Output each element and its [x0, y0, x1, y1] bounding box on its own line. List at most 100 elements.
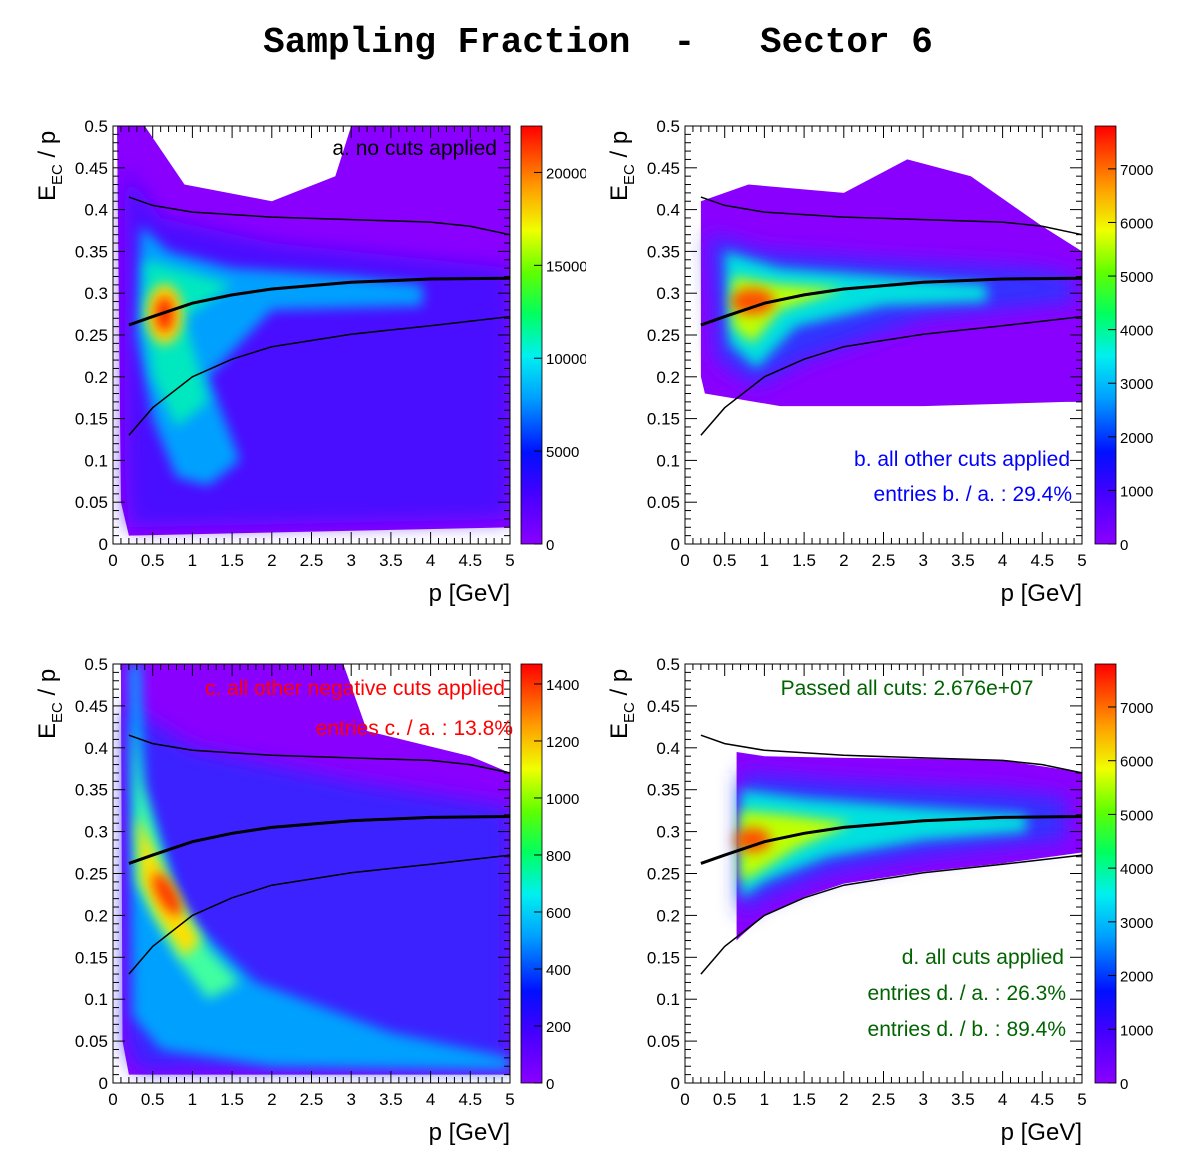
y-tick-label: 0.05 [647, 1032, 680, 1051]
y-tick-label: 0.4 [84, 201, 108, 220]
y-tick-label: 0.2 [656, 906, 680, 925]
y-tick-label: 0.45 [75, 159, 108, 178]
y-axis-label: EEC / p [606, 131, 638, 201]
density-region [740, 810, 852, 882]
x-tick-label: 4 [426, 551, 435, 570]
panel-annotation: entries c. / a. : 13.8% [316, 717, 513, 740]
color-scale-bar [1095, 664, 1116, 1083]
x-tick-label: 0 [108, 551, 117, 570]
x-tick-label: 1 [188, 551, 197, 570]
y-tick-label: 0.25 [647, 865, 680, 884]
y-axis-label-main: E [606, 723, 633, 739]
panel-annotation: a. no cuts applied [332, 137, 497, 160]
panel-annotation: entries d. / b. : 89.4% [868, 1018, 1066, 1041]
x-tick-label: 0.5 [141, 1090, 165, 1109]
x-tick-label: 0.5 [713, 1090, 737, 1109]
x-tick-label: 5 [1077, 551, 1086, 570]
x-axis-label: p [GeV] [429, 1119, 510, 1146]
z-tick-label: 20000 [546, 165, 588, 182]
y-axis-label-tail: / p [606, 131, 633, 164]
panel-annotation: Passed all cuts: 2.676e+07 [781, 677, 1034, 700]
x-tick-label: 2.5 [300, 551, 324, 570]
x-tick-label: 4.5 [1030, 1090, 1054, 1109]
x-tick-label: 5 [505, 551, 514, 570]
x-tick-label: 1 [760, 551, 769, 570]
y-tick-label: 0.5 [656, 655, 680, 674]
color-scale-bar [1095, 126, 1116, 544]
density-region [740, 789, 1027, 899]
z-tick-label: 4000 [1120, 861, 1153, 878]
color-scale-labels: 0 200 400 600 800 1000 1200 1400 [546, 677, 579, 1093]
z-tick-label: 1000 [1120, 483, 1153, 500]
x-tick-label: 1 [188, 1090, 197, 1109]
z-tick-label: 0 [546, 537, 554, 554]
y-axis-label-main: E [34, 185, 61, 201]
y-tick-label: 0.2 [84, 368, 108, 387]
lower-cut-curve [700, 315, 1083, 436]
x-axis-label: p [GeV] [1001, 580, 1082, 607]
z-tick-label: 800 [546, 848, 571, 865]
y-tick-label: 0.45 [75, 697, 108, 716]
y-tick-label: 0.1 [84, 451, 108, 470]
y-tick-label: 0.5 [656, 117, 680, 136]
y-tick-label: 0 [671, 1074, 680, 1093]
color-scale-labels: 0 5000 10000 15000 20000 [546, 165, 588, 554]
z-tick-label: 15000 [546, 258, 588, 275]
y-tick-label: 0.3 [656, 284, 680, 303]
density-layer [120, 664, 510, 1075]
x-tick-label: 3 [346, 551, 355, 570]
x-tick-label: 1.5 [792, 551, 816, 570]
y-tick-label: 0.5 [84, 117, 108, 136]
x-tick-label: 4.5 [1030, 551, 1054, 570]
x-tick-label: 3.5 [951, 1090, 975, 1109]
x-tick-label: 4 [998, 1090, 1007, 1109]
z-tick-label: 2000 [1120, 969, 1153, 986]
y-tick-label: 0.15 [647, 948, 680, 967]
z-tick-label: 4000 [1120, 323, 1153, 340]
density-layer [734, 752, 1082, 941]
lower-cut-curve [128, 315, 511, 436]
x-tick-label: 4.5 [458, 1090, 482, 1109]
y-tick-label: 0.2 [84, 906, 108, 925]
y-axis-label-sub: EC [621, 164, 638, 185]
y-tick-label: 0.1 [656, 990, 680, 1009]
panel-c: 0 0.5 1 1.5 2 2.5 3 3.5 4 4.5 5 0 0.05 0.1 0.15 0.2 0.25… [34, 655, 579, 1146]
mean-curve [128, 276, 511, 327]
z-tick-label: 1400 [546, 677, 579, 694]
panel-b: 0 0.5 1 1.5 2 2.5 3 3.5 4 4.5 5 0 0.05 0.1 0.15 0.2 0.25… [606, 117, 1153, 607]
y-tick-label: 0 [671, 535, 680, 554]
x-axis-label: p [GeV] [1001, 1119, 1082, 1146]
y-tick-label: 0.25 [75, 326, 108, 345]
y-axis-label-tail: / p [34, 669, 61, 702]
y-axis-label-sub: EC [49, 702, 66, 723]
page-title: Sampling Fraction - Sector 6 [263, 22, 933, 63]
x-axis-label: p [GeV] [429, 580, 510, 607]
x-tick-label: 3 [918, 551, 927, 570]
z-tick-label: 5000 [1120, 807, 1153, 824]
panel-a: 0 0.5 1 1.5 2 2.5 3 3.5 4 4.5 5 0 0.05 0.1 0.15 0.2 0.25… [34, 117, 588, 607]
y-tick-label: 0.35 [75, 242, 108, 261]
z-tick-label: 3000 [1120, 915, 1153, 932]
z-tick-label: 5000 [1120, 269, 1153, 286]
y-axis-label: EEC / p [34, 131, 66, 201]
y-tick-label: 0.05 [75, 1032, 108, 1051]
x-tick-label: 2 [267, 1090, 276, 1109]
x-tick-label: 2.5 [872, 1090, 896, 1109]
x-tick-label: 0.5 [713, 551, 737, 570]
y-tick-label: 0.3 [84, 823, 108, 842]
z-tick-label: 6000 [1120, 215, 1153, 232]
y-tick-label: 0.4 [656, 739, 680, 758]
x-tick-label: 2.5 [300, 1090, 324, 1109]
color-scale-labels: 0 1000 2000 3000 4000 5000 6000 7000 [1120, 162, 1153, 554]
y-axis-label-sub: EC [49, 164, 66, 185]
z-tick-label: 600 [546, 905, 571, 922]
mean-curve [700, 815, 1083, 865]
y-tick-label: 0.25 [647, 326, 680, 345]
density-region [724, 251, 987, 369]
x-tick-label: 0 [680, 551, 689, 570]
y-tick-label: 0 [99, 1074, 108, 1093]
y-axis-label-main: E [606, 185, 633, 201]
upper-cut-curve [128, 734, 511, 774]
color-scale-frame [1094, 663, 1117, 1084]
